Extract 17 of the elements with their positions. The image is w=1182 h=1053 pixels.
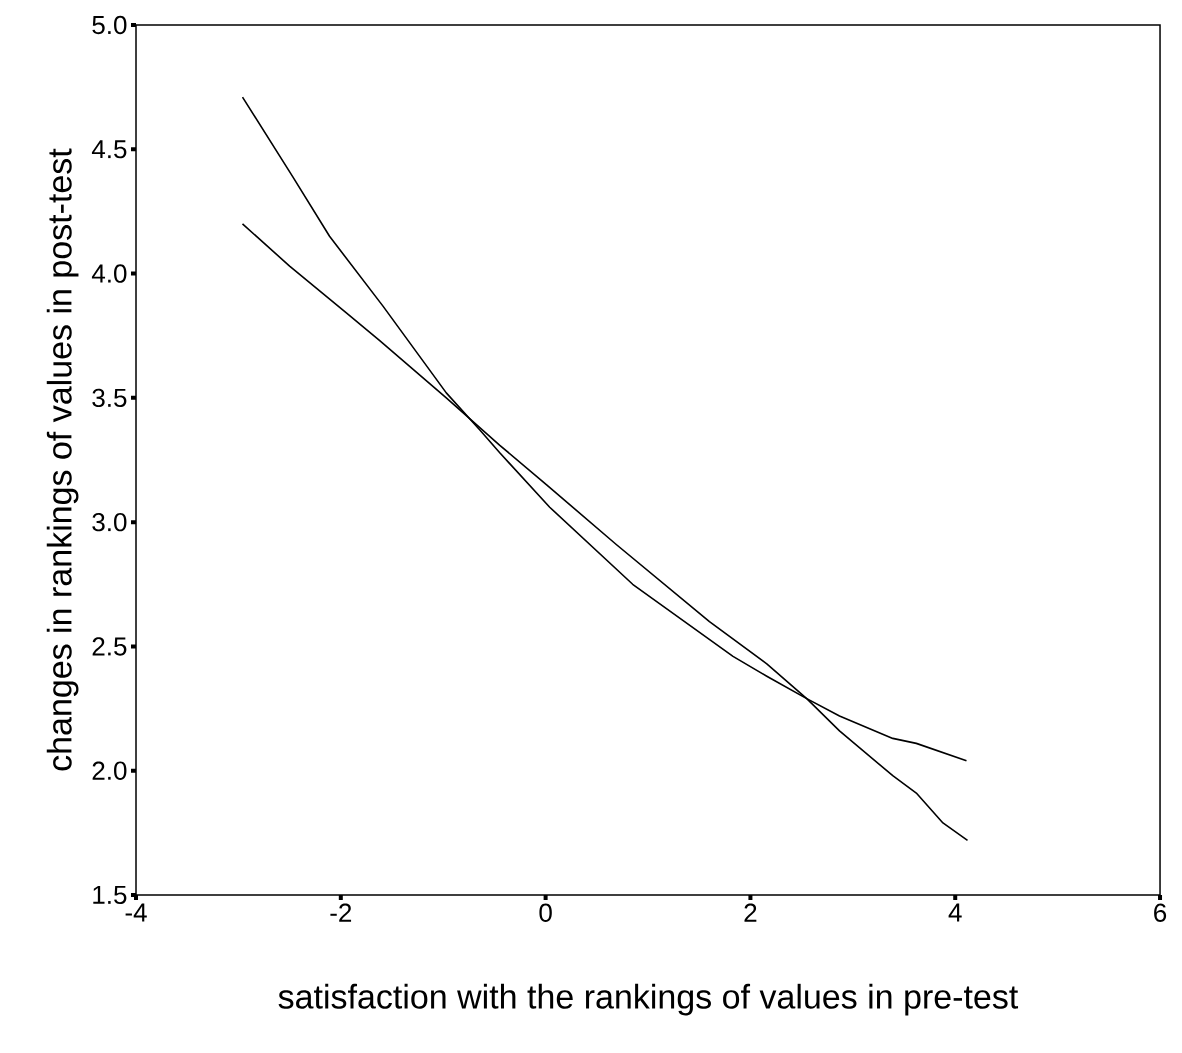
x-tick-label: 0 [539, 903, 552, 922]
y-tick-label: 3.0 [92, 512, 127, 532]
x-tick-label: -4 [125, 903, 147, 922]
y-tick-label: 5.0 [92, 15, 127, 35]
x-tick-label: 4 [948, 903, 962, 922]
y-tick-label: 3.5 [92, 388, 127, 408]
y-tick-label: 1.5 [93, 885, 127, 905]
line-series [241, 96, 969, 842]
y-axis-title: changes in rankings of values in post-test [46, 148, 79, 771]
x-axis-title: satisfaction with the rankings of values in pre-test [278, 983, 1019, 1016]
y-tick-label: 2.0 [92, 761, 127, 780]
x-tick-label: 2 [744, 903, 757, 922]
y-tick-label: 4.0 [91, 264, 127, 283]
y-tick-label: 2.5 [92, 637, 127, 656]
x-tick-label: 6 [1154, 903, 1167, 922]
y-tick-label: 4.5 [91, 140, 127, 159]
x-tick-label: -2 [330, 903, 352, 922]
